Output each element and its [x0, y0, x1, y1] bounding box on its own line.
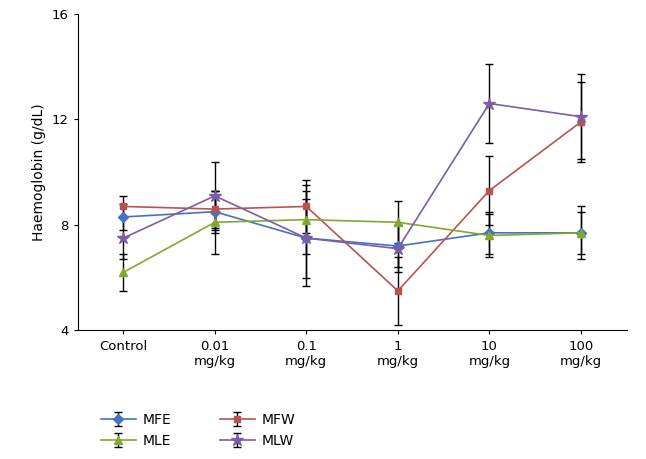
Y-axis label: Haemoglobin (g/dL): Haemoglobin (g/dL): [32, 103, 46, 241]
Legend: MFE, MLE, MFW, MLW: MFE, MLE, MFW, MLW: [96, 407, 301, 453]
